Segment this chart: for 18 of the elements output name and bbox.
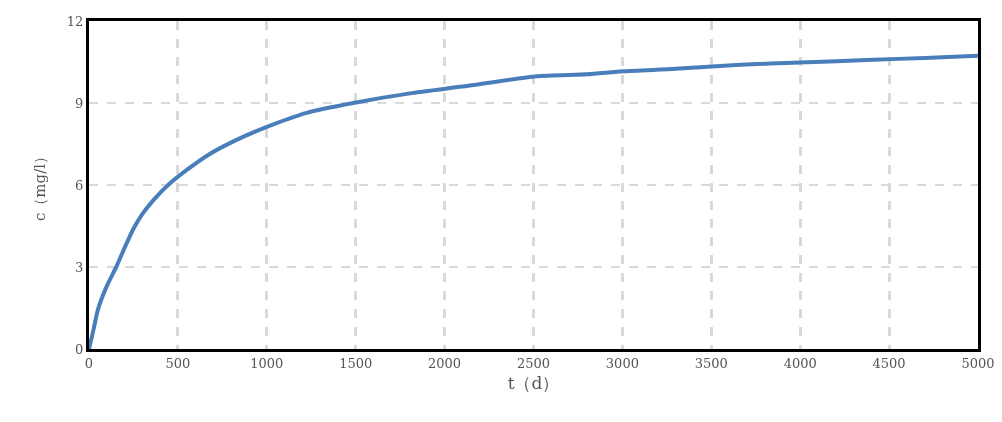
x-tick-label: 4500 [872, 355, 906, 371]
x-tick-label: 2000 [428, 355, 462, 371]
y-tick-label: 0 [75, 341, 84, 357]
x-tick-label: 1000 [250, 355, 284, 371]
x-tick-label: 500 [165, 355, 191, 371]
line-series [89, 53, 978, 349]
x-tick-label: 1500 [339, 355, 373, 371]
y-tick-label: 6 [75, 177, 84, 193]
y-tick-label: 3 [75, 259, 84, 275]
x-tick-label: 4000 [783, 355, 817, 371]
x-axis-title: t（d） [507, 373, 560, 393]
y-axis-title: c（mg/l） [31, 148, 50, 222]
x-tick-label: 5000 [961, 355, 995, 371]
y-tick-label: 12 [66, 13, 84, 29]
x-tick-label: 3500 [694, 355, 728, 371]
x-tick-label: 2500 [516, 355, 551, 371]
y-tick-label: 9 [75, 95, 84, 111]
x-tick-label: 3000 [605, 355, 639, 371]
